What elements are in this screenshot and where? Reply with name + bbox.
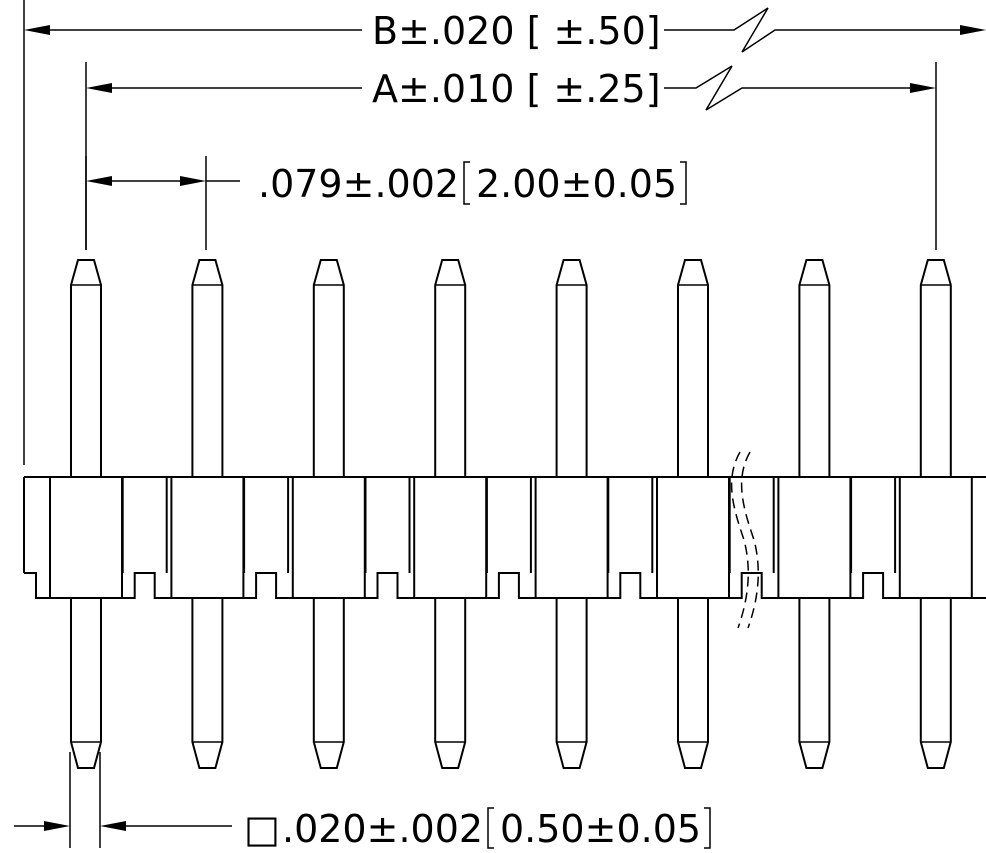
dimension-a: A±.010 [ ±.25] (85, 62, 937, 250)
pin-lower-5 (555, 598, 588, 769)
pin-4 (413, 259, 532, 769)
pin-3 (291, 259, 411, 769)
dimension-pitch: .079±.002 2.00±0.05 (85, 156, 687, 250)
pin-2 (170, 259, 290, 769)
dimension-b-label: B±.020 [ ±.50] (372, 9, 661, 53)
dimension-b: B±.020 [ ±.50] (23, 0, 986, 465)
pin-upper-2 (191, 259, 224, 477)
header-housing (23, 476, 986, 599)
dimension-pin-size-label: .020±.002 (282, 807, 483, 851)
pin-lower-4 (434, 598, 467, 769)
pin-upper-6 (677, 259, 709, 477)
pin-8 (898, 259, 973, 769)
square-symbol: □ (244, 807, 280, 851)
pin-upper-4 (434, 259, 467, 477)
pin-upper-7 (798, 259, 831, 477)
dimension-pitch-label: .079±.002 (258, 162, 459, 206)
pin-5 (534, 259, 654, 769)
pin-6 (656, 259, 775, 769)
pin-7 (777, 259, 897, 769)
pin-row (49, 259, 973, 769)
pin-lower-2 (191, 598, 224, 769)
pin-lower-3 (312, 598, 345, 769)
pin-upper-8 (919, 259, 952, 477)
pin-lower-1 (70, 598, 102, 769)
pin-1 (49, 259, 168, 769)
dimension-pin-size-metric-label: 0.50±0.05 (500, 807, 701, 851)
pin-lower-8 (919, 598, 952, 769)
pin-upper-5 (555, 259, 588, 477)
break-symbol (730, 451, 759, 629)
pin-upper-1 (70, 259, 102, 477)
pin-lower-7 (798, 598, 831, 769)
dimension-a-label: A±.010 [ ±.25] (372, 67, 661, 111)
dimension-pin-size: □ .020±.002 0.50±0.05 (14, 752, 711, 851)
pin-lower-6 (677, 598, 709, 769)
dimension-pitch-metric-label: 2.00±0.05 (476, 162, 677, 206)
pin-upper-3 (312, 259, 345, 477)
